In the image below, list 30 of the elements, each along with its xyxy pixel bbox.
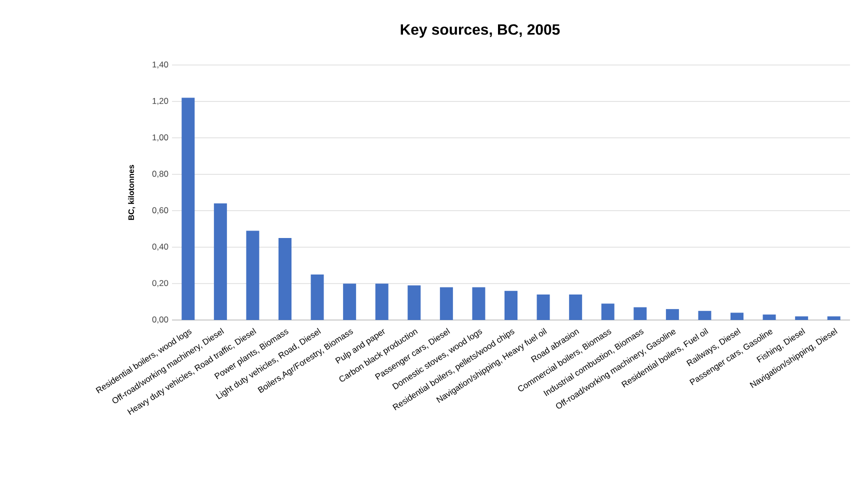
bar (634, 307, 647, 320)
bar (343, 284, 356, 320)
bar (278, 238, 292, 320)
bar (795, 316, 808, 320)
bar (472, 287, 486, 320)
y-tick-label: 1,40 (152, 62, 168, 68)
bar (666, 309, 679, 320)
bar (214, 203, 227, 320)
y-tick-label: 0,80 (152, 170, 168, 178)
bar (569, 294, 582, 320)
bar (246, 230, 260, 320)
bar (730, 312, 744, 320)
bar (310, 274, 324, 320)
bar (375, 284, 388, 320)
y-tick-label: 0,60 (152, 207, 168, 214)
bar (827, 316, 840, 320)
bar (408, 285, 421, 320)
y-tick-label: 1,20 (152, 98, 168, 105)
bar (182, 98, 195, 320)
bar (504, 290, 518, 320)
y-tick-label: 0,20 (152, 280, 168, 288)
chart-title: Key sources, BC, 2005 (400, 24, 560, 38)
y-tick-label: 0,40 (152, 244, 168, 251)
y-tick-label: 1,00 (152, 134, 168, 142)
bar (762, 314, 776, 320)
bar (536, 294, 550, 320)
bar (440, 287, 453, 320)
bar (601, 304, 614, 320)
y-tick-label: 0,00 (152, 316, 168, 324)
bar (698, 310, 712, 320)
